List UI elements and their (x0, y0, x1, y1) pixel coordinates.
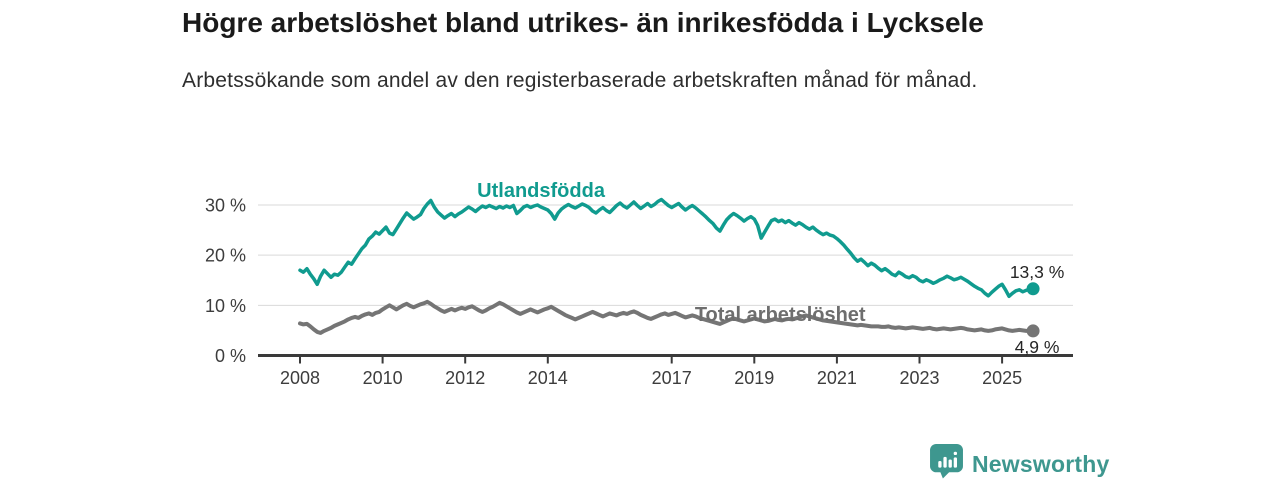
newsworthy-wordmark: Newsworthy (972, 450, 1110, 477)
x-tick-label-2019: 2019 (734, 368, 774, 388)
y-tick-label-20: 20 % (205, 246, 246, 266)
x-tick-label-2012: 2012 (445, 368, 485, 388)
annotation-13-3: 13,3 % (1010, 262, 1064, 282)
series-line-utlandsf-dda (298, 197, 1035, 299)
annotation-utlandsf-dda: Utlandsfödda (477, 180, 606, 202)
x-tick-label-2010: 2010 (363, 368, 403, 388)
x-tick-label-2017: 2017 (652, 368, 692, 388)
y-tick-label-0: 0 % (215, 346, 246, 366)
series-line-total-arbetsl-shet (298, 299, 1036, 335)
x-tick-label-2014: 2014 (528, 368, 568, 388)
series-end-dot-utlandsf-dda (1026, 282, 1040, 296)
x-tick-label-2008: 2008 (280, 368, 320, 388)
newsworthy-bar-chart-bubble-icon (930, 444, 963, 480)
x-tick-label-2021: 2021 (817, 368, 857, 388)
x-tick-label-2023: 2023 (899, 368, 939, 388)
annotation-4-9: 4,9 % (1015, 337, 1060, 357)
y-tick-label-30: 30 % (205, 196, 246, 216)
x-tick-label-2025: 2025 (982, 368, 1022, 388)
newsworthy-logo: Newsworthy (930, 444, 1109, 480)
y-tick-label-10: 10 % (205, 296, 246, 316)
annotation-total-arbetsl-shet: Total arbetslöshet (695, 304, 866, 326)
series-end-dot-total-arbetsl-shet (1026, 324, 1040, 338)
page-title: Högre arbetslöshet bland utrikes- än inr… (182, 7, 984, 38)
chart-subtitle: Arbetssökande som andel av den registerb… (182, 69, 978, 92)
